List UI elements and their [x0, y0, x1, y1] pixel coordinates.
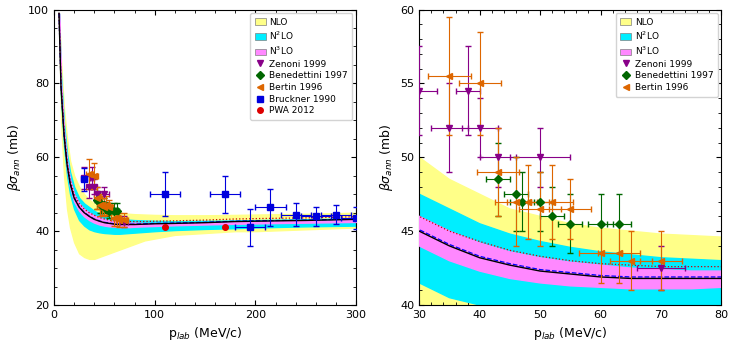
Legend: NLO, N$^2$LO, N$^3$LO, Zenoni 1999, Benedettini 1997, Bertin 1996, Bruckner 1990: NLO, N$^2$LO, N$^3$LO, Zenoni 1999, Bene…: [250, 13, 352, 120]
Y-axis label: $\beta\sigma_{ann}$ (mb): $\beta\sigma_{ann}$ (mb): [6, 124, 23, 191]
Y-axis label: $\beta\sigma_{ann}$ (mb): $\beta\sigma_{ann}$ (mb): [378, 124, 395, 191]
Legend: NLO, N$^2$LO, N$^3$LO, Zenoni 1999, Benedettini 1997, Bertin 1996: NLO, N$^2$LO, N$^3$LO, Zenoni 1999, Bene…: [616, 13, 718, 96]
X-axis label: p$_{lab}$ (MeV/c): p$_{lab}$ (MeV/c): [533, 325, 608, 342]
X-axis label: p$_{lab}$ (MeV/c): p$_{lab}$ (MeV/c): [168, 325, 242, 342]
